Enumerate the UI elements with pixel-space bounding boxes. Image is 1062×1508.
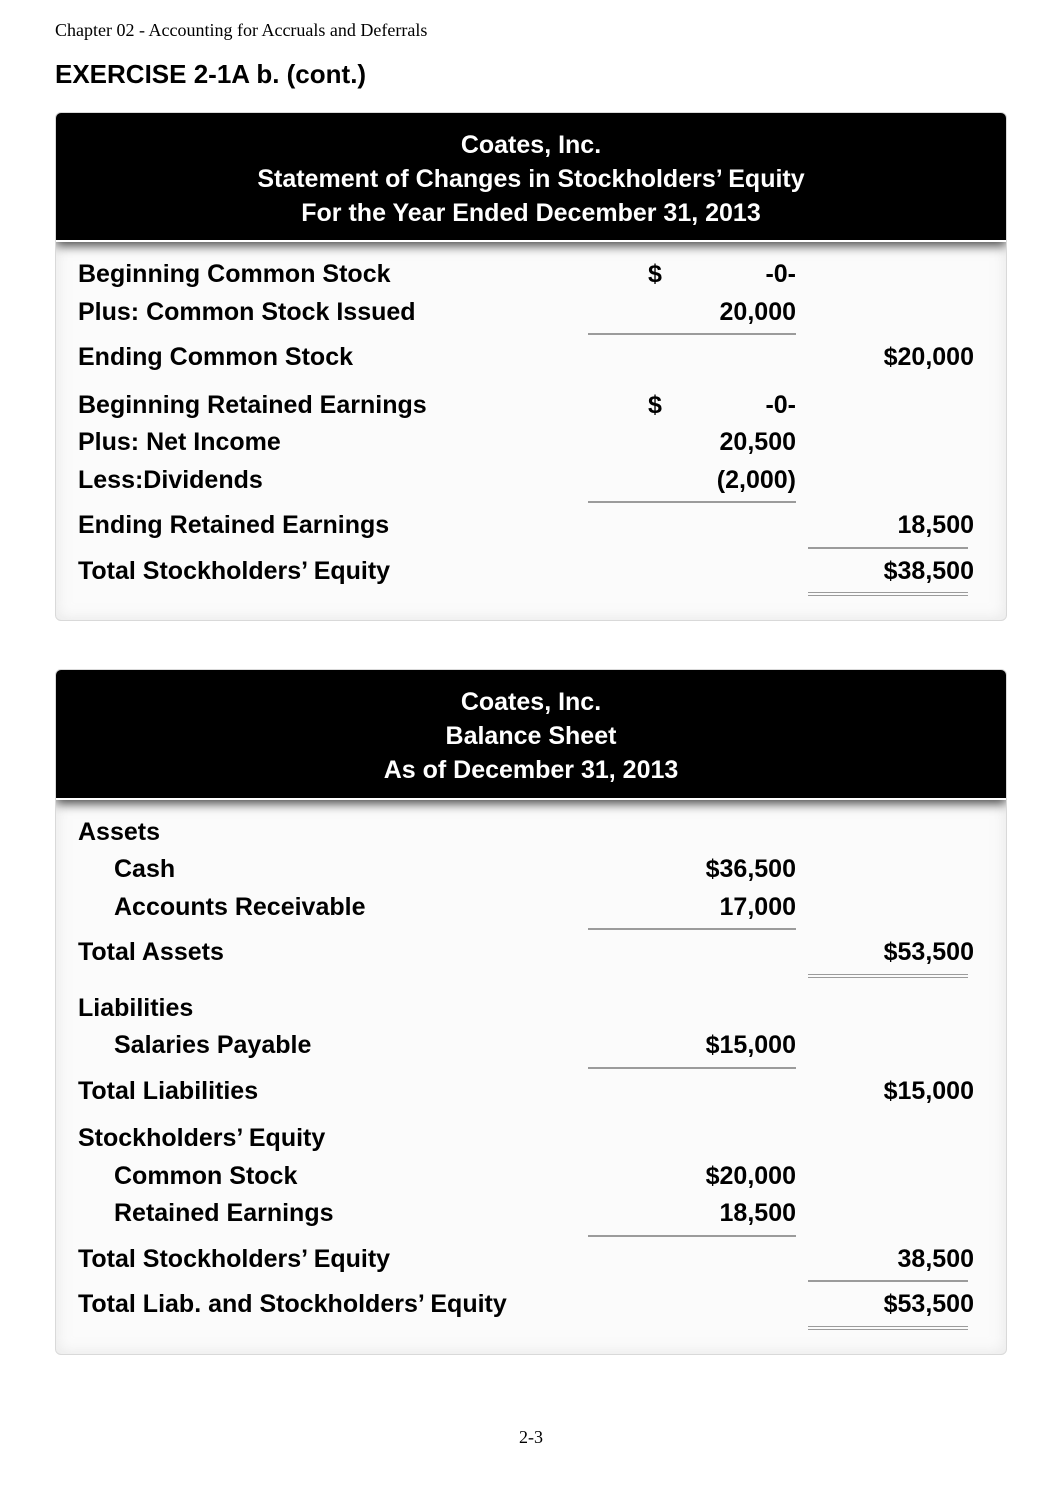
label-less-div: Less:Dividends xyxy=(78,462,588,500)
value-total-se: 38,500 xyxy=(808,1241,984,1279)
value-sal-pay: $15,000 xyxy=(588,1027,808,1065)
label-plus-ni: Plus: Net Income xyxy=(78,424,588,462)
label-total-assets: Total Assets xyxy=(78,934,588,972)
value-cs: $20,000 xyxy=(588,1158,808,1196)
value-end-re: 18,500 xyxy=(808,507,984,545)
value-plus-ni: 20,500 xyxy=(588,424,808,462)
dollar-sign: $ xyxy=(648,387,662,425)
page-number: 2-3 xyxy=(55,1427,1007,1448)
label-total-liab: Total Liabilities xyxy=(78,1073,588,1111)
value-total-lse: $53,500 xyxy=(808,1286,984,1324)
row-plus-common-stock-issued: Plus: Common Stock Issued 20,000 xyxy=(78,294,984,332)
value-total-se: $38,500 xyxy=(808,553,984,591)
row-plus-net-income: Plus: Net Income 20,500 xyxy=(78,424,984,462)
label-end-cs: Ending Common Stock xyxy=(78,339,588,377)
label-cs: Common Stock xyxy=(78,1158,588,1196)
row-salaries-payable: Salaries Payable $15,000 xyxy=(78,1027,984,1065)
row-total-assets: Total Assets $53,500 xyxy=(78,934,984,972)
rule-row xyxy=(78,1278,984,1286)
dollar-sign: $ xyxy=(648,256,662,294)
value-total-liab: $15,000 xyxy=(808,1073,984,1111)
row-total-liabilities: Total Liabilities $15,000 xyxy=(78,1073,984,1111)
label-liabilities: Liabilities xyxy=(78,990,588,1028)
rule-row xyxy=(78,545,984,553)
amount-beg-re: -0- xyxy=(765,391,796,419)
rule-row xyxy=(78,590,984,598)
rule-row xyxy=(78,331,984,339)
rule-row xyxy=(78,1324,984,1332)
rule-row xyxy=(78,1065,984,1073)
label-se: Stockholders’ Equity xyxy=(78,1120,588,1158)
label-total-se: Total Stockholders’ Equity xyxy=(78,553,588,591)
chapter-header: Chapter 02 - Accounting for Accruals and… xyxy=(55,20,1007,41)
statement1-period: For the Year Ended December 31, 2013 xyxy=(76,197,986,231)
rule-row xyxy=(78,972,984,980)
row-beginning-retained-earnings: Beginning Retained Earnings $ -0- xyxy=(78,387,984,425)
value-less-div: (2,000) xyxy=(588,462,808,500)
statement2-body: Assets Cash $36,500 Accounts Receivable … xyxy=(56,800,1006,1354)
value-beg-cs: $ -0- xyxy=(588,256,808,294)
label-end-re: Ending Retained Earnings xyxy=(78,507,588,545)
row-ending-retained-earnings: Ending Retained Earnings 18,500 xyxy=(78,507,984,545)
statement2-period: As of December 31, 2013 xyxy=(76,754,986,788)
statement2-company: Coates, Inc. xyxy=(76,686,986,720)
row-less-dividends: Less:Dividends (2,000) xyxy=(78,462,984,500)
value-end-cs: $20,000 xyxy=(808,339,984,377)
row-cash: Cash $36,500 xyxy=(78,851,984,889)
row-beginning-common-stock: Beginning Common Stock $ -0- xyxy=(78,256,984,294)
label-plus-cs: Plus: Common Stock Issued xyxy=(78,294,588,332)
label-total-lse: Total Liab. and Stockholders’ Equity xyxy=(78,1286,588,1324)
statement2-title: Balance Sheet xyxy=(76,720,986,754)
amount-beg-cs: -0- xyxy=(765,260,796,288)
row-total-stockholders-equity: Total Stockholders’ Equity $38,500 xyxy=(78,553,984,591)
label-total-se: Total Stockholders’ Equity xyxy=(78,1241,588,1279)
row-total-liab-and-se: Total Liab. and Stockholders’ Equity $53… xyxy=(78,1286,984,1324)
value-beg-re: $ -0- xyxy=(588,387,808,425)
row-assets-header: Assets xyxy=(78,814,984,852)
rule-row xyxy=(78,926,984,934)
exercise-title: EXERCISE 2-1A b. (cont.) xyxy=(55,59,1007,90)
label-sal-pay: Salaries Payable xyxy=(78,1027,588,1065)
value-cash: $36,500 xyxy=(588,851,808,889)
statement1-header: Coates, Inc. Statement of Changes in Sto… xyxy=(56,113,1006,242)
rule-row xyxy=(78,1233,984,1241)
statement1-title: Statement of Changes in Stockholders’ Eq… xyxy=(76,163,986,197)
row-stockholders-equity-header: Stockholders’ Equity xyxy=(78,1120,984,1158)
value-ar: 17,000 xyxy=(588,889,808,927)
row-common-stock: Common Stock $20,000 xyxy=(78,1158,984,1196)
value-re: 18,500 xyxy=(588,1195,808,1233)
rule-row xyxy=(78,499,984,507)
value-total-assets: $53,500 xyxy=(808,934,984,972)
value-plus-cs: 20,000 xyxy=(588,294,808,332)
row-total-stockholders-equity: Total Stockholders’ Equity 38,500 xyxy=(78,1241,984,1279)
statement2-header: Coates, Inc. Balance Sheet As of Decembe… xyxy=(56,670,1006,799)
row-liabilities-header: Liabilities xyxy=(78,990,984,1028)
balance-sheet: Coates, Inc. Balance Sheet As of Decembe… xyxy=(55,669,1007,1354)
label-ar: Accounts Receivable xyxy=(78,889,588,927)
row-accounts-receivable: Accounts Receivable 17,000 xyxy=(78,889,984,927)
row-ending-common-stock: Ending Common Stock $20,000 xyxy=(78,339,984,377)
label-beg-cs: Beginning Common Stock xyxy=(78,256,588,294)
label-re: Retained Earnings xyxy=(78,1195,588,1233)
label-cash: Cash xyxy=(78,851,588,889)
label-beg-re: Beginning Retained Earnings xyxy=(78,387,588,425)
row-retained-earnings: Retained Earnings 18,500 xyxy=(78,1195,984,1233)
statement1-company: Coates, Inc. xyxy=(76,129,986,163)
statement1-body: Beginning Common Stock $ -0- Plus: Commo… xyxy=(56,242,1006,620)
statement-changes-stockholders-equity: Coates, Inc. Statement of Changes in Sto… xyxy=(55,112,1007,621)
label-assets: Assets xyxy=(78,814,588,852)
